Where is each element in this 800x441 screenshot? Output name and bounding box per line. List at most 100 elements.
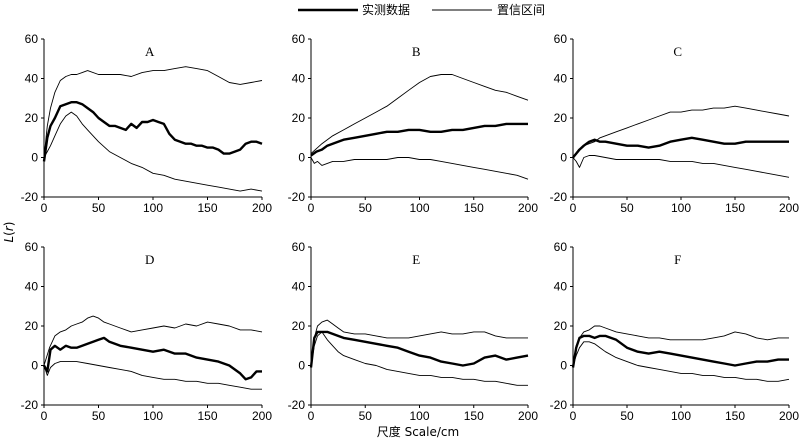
x-tick-label: 100 xyxy=(409,409,429,423)
observed-data-line xyxy=(310,122,528,157)
x-tick-label: 50 xyxy=(92,201,106,215)
panel-title: A xyxy=(145,44,155,59)
upper-confidence-line xyxy=(310,74,529,154)
x-tick-label: 100 xyxy=(671,201,691,215)
x-tick-label: 200 xyxy=(252,409,272,423)
y-tick-label: 0 xyxy=(31,359,38,373)
x-tick-label: 100 xyxy=(409,201,429,215)
x-tick-label: 0 xyxy=(570,409,577,423)
y-tick-label: 40 xyxy=(292,280,306,294)
upper-confidence-line xyxy=(310,319,528,366)
y-tick-label: 0 xyxy=(560,151,567,165)
observed-data-line xyxy=(42,100,263,162)
y-axis-label: L(r) xyxy=(2,222,16,243)
x-tick-label: 150 xyxy=(725,201,745,215)
y-tick-label: -20 xyxy=(21,190,39,204)
y-tick-label: -20 xyxy=(21,398,39,412)
y-axis-label-close: ) xyxy=(2,222,16,227)
y-axis-label-main: L xyxy=(2,236,16,243)
x-axis-label: 尺度 Scale/cm xyxy=(377,424,459,439)
x-tick-label: 0 xyxy=(308,201,315,215)
y-tick-label: -20 xyxy=(288,190,306,204)
y-tick-label: 60 xyxy=(292,240,306,254)
observed-data-line xyxy=(571,334,789,368)
x-tick-label: 50 xyxy=(92,409,106,423)
legend-solid-label: 实测数据 xyxy=(362,2,410,17)
upper-confidence-line xyxy=(43,315,263,366)
panel-title: B xyxy=(412,44,421,59)
x-tick-label: 150 xyxy=(197,409,217,423)
x-tick-label: 200 xyxy=(779,201,799,215)
y-tick-label: 60 xyxy=(554,240,568,254)
legend: 实测数据 置信区间 xyxy=(298,2,545,17)
x-tick-label: 200 xyxy=(518,409,538,423)
y-tick-label: 40 xyxy=(292,72,306,86)
x-tick-label: 200 xyxy=(779,409,799,423)
y-tick-label: 0 xyxy=(560,359,567,373)
y-tick-label: 40 xyxy=(25,280,39,294)
x-tick-label: 150 xyxy=(464,409,484,423)
y-tick-label: 20 xyxy=(25,319,39,333)
y-tick-label: 20 xyxy=(554,111,568,125)
y-tick-label: 60 xyxy=(25,240,39,254)
x-tick-label: 50 xyxy=(620,201,634,215)
x-tick-label: 0 xyxy=(41,409,48,423)
y-tick-label: 0 xyxy=(298,151,305,165)
y-axis-label-var: r xyxy=(2,225,16,231)
lower-confidence-line xyxy=(43,111,263,192)
observed-data-line xyxy=(42,336,262,381)
legend-thin-label: 置信区间 xyxy=(497,3,545,17)
y-tick-label: 20 xyxy=(554,319,568,333)
y-tick-label: 20 xyxy=(25,111,39,125)
x-tick-label: 150 xyxy=(725,409,745,423)
y-tick-label: 0 xyxy=(31,151,38,165)
y-tick-label: -20 xyxy=(288,398,306,412)
x-tick-label: 150 xyxy=(464,201,484,215)
x-tick-label: 0 xyxy=(41,201,48,215)
y-tick-label: -20 xyxy=(550,190,568,204)
y-tick-label: 40 xyxy=(25,72,39,86)
lower-confidence-line xyxy=(572,155,790,178)
upper-confidence-line xyxy=(572,105,790,158)
x-tick-label: 100 xyxy=(671,409,691,423)
panel-title: E xyxy=(412,252,420,267)
observed-data-line xyxy=(572,136,789,159)
y-tick-label: 60 xyxy=(292,32,306,46)
observed-data-line xyxy=(309,330,529,368)
x-tick-label: 0 xyxy=(570,201,577,215)
upper-confidence-line xyxy=(572,325,789,366)
y-tick-label: 60 xyxy=(25,32,39,46)
x-tick-label: 200 xyxy=(252,201,272,215)
y-tick-label: 0 xyxy=(298,359,305,373)
x-tick-label: 50 xyxy=(620,409,634,423)
y-tick-label: 20 xyxy=(292,111,306,125)
x-tick-label: 100 xyxy=(143,409,163,423)
panel-title: F xyxy=(674,252,681,267)
x-tick-label: 200 xyxy=(518,201,538,215)
y-tick-label: -20 xyxy=(550,398,568,412)
x-tick-label: 150 xyxy=(197,201,217,215)
lower-confidence-line xyxy=(310,157,529,180)
x-tick-label: 50 xyxy=(359,201,373,215)
y-tick-label: 20 xyxy=(292,319,306,333)
y-axis-label-open: ( xyxy=(2,231,16,236)
lower-confidence-line xyxy=(43,361,262,390)
y-tick-label: 60 xyxy=(554,32,568,46)
x-tick-label: 100 xyxy=(143,201,163,215)
panel-title: C xyxy=(673,44,682,59)
x-tick-label: 50 xyxy=(359,409,373,423)
lower-confidence-line xyxy=(310,331,528,386)
panel-title: D xyxy=(145,252,154,267)
lower-confidence-line xyxy=(572,341,790,382)
upper-confidence-line xyxy=(43,66,263,158)
y-tick-label: 40 xyxy=(554,72,568,86)
y-tick-label: 40 xyxy=(554,280,568,294)
